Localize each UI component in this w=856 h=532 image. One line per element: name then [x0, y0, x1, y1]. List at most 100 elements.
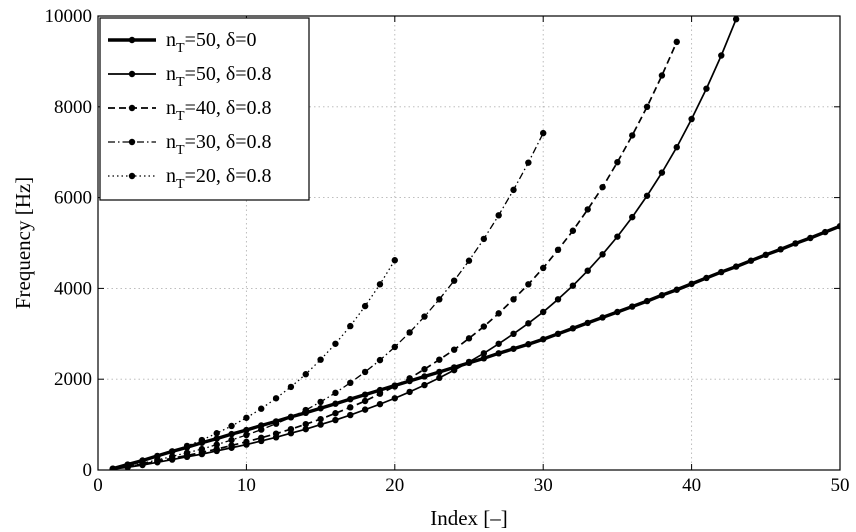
- data-point: [302, 406, 309, 414]
- axis-ticks: 0 10 20 30 40 50 0 2000 4000 6000 8000 10000: [45, 6, 850, 496]
- data-point: [510, 330, 517, 337]
- legend-label: nT=20, δ=0.8: [166, 165, 272, 192]
- data-point: [465, 358, 473, 366]
- data-point: [213, 435, 220, 442]
- data-point: [243, 431, 250, 439]
- series-1: [109, 16, 740, 470]
- data-point: [287, 383, 295, 391]
- data-point: [258, 405, 265, 412]
- data-point: [510, 296, 517, 303]
- data-point: [287, 425, 295, 433]
- x-tick-label: 10: [237, 475, 256, 496]
- data-point: [510, 186, 517, 194]
- data-point: [584, 319, 591, 327]
- data-point: [421, 373, 428, 380]
- data-point: [302, 425, 309, 433]
- y-tick-label: 10000: [45, 6, 93, 27]
- legend-item: nT=40, δ=0.8: [108, 97, 272, 124]
- data-point: [718, 268, 725, 276]
- data-point: [109, 465, 117, 470]
- data-point: [228, 430, 235, 438]
- data-point: [391, 257, 398, 264]
- data-point: [243, 414, 250, 421]
- data-point: [421, 313, 428, 320]
- data-point: [688, 115, 695, 123]
- data-point: [198, 436, 206, 444]
- data-point: [436, 356, 443, 363]
- data-point: [495, 310, 502, 317]
- data-point: [406, 388, 413, 396]
- data-point: [584, 267, 591, 274]
- y-tick-label: 0: [83, 460, 93, 481]
- data-point: [243, 438, 250, 446]
- data-point: [317, 421, 324, 428]
- data-point: [495, 340, 502, 347]
- data-point: [762, 251, 769, 258]
- data-point: [258, 426, 265, 433]
- data-point: [243, 426, 250, 434]
- data-point: [599, 183, 606, 191]
- data-point: [629, 213, 636, 221]
- data-point: [421, 366, 428, 373]
- x-tick-label: 20: [385, 475, 404, 496]
- data-point: [450, 277, 458, 284]
- data-point: [302, 420, 309, 428]
- data-point: [688, 280, 695, 288]
- data-point: [540, 336, 547, 343]
- data-point: [540, 264, 547, 272]
- data-point: [421, 381, 428, 389]
- data-point: [154, 453, 161, 460]
- data-point: [480, 355, 488, 362]
- data-point: [732, 16, 740, 23]
- data-point: [347, 411, 354, 419]
- data-point: [554, 246, 562, 254]
- y-tick-label: 4000: [54, 278, 92, 299]
- data-point: [213, 441, 220, 448]
- data-point: [584, 206, 591, 213]
- data-point: [347, 404, 354, 411]
- y-tick-label: 8000: [54, 97, 92, 118]
- legend-swatch-marker: [128, 36, 136, 44]
- data-point: [480, 323, 488, 330]
- data-point: [480, 235, 488, 243]
- data-point: [465, 257, 473, 264]
- data-point: [139, 457, 146, 465]
- data-point: [406, 375, 413, 382]
- legend-label: nT=50, δ=0: [166, 29, 257, 56]
- data-point: [525, 159, 532, 166]
- data-point: [658, 72, 666, 79]
- data-point: [272, 430, 280, 437]
- data-point: [183, 442, 191, 450]
- y-tick-label: 2000: [54, 369, 92, 390]
- data-point: [450, 346, 458, 353]
- data-point: [436, 374, 443, 382]
- data-point: [332, 400, 339, 407]
- data-point: [614, 158, 621, 166]
- data-point: [391, 395, 398, 402]
- series-3: [109, 129, 547, 470]
- legend-label: nT=40, δ=0.8: [166, 97, 272, 124]
- data-point: [376, 400, 384, 408]
- legend-swatch-marker: [128, 70, 136, 78]
- data-point: [614, 233, 621, 240]
- data-point: [317, 398, 324, 406]
- legend-item: nT=50, δ=0.8: [108, 63, 272, 90]
- data-point: [599, 251, 606, 258]
- data-point: [658, 292, 666, 299]
- x-axis-label: Index [–]: [430, 506, 508, 530]
- data-point: [183, 449, 191, 456]
- data-point: [554, 330, 562, 337]
- x-tick-label: 30: [534, 475, 553, 496]
- data-point: [317, 356, 324, 363]
- data-point: [821, 228, 829, 236]
- data-point: [361, 391, 369, 398]
- data-point: [376, 390, 384, 397]
- data-point: [777, 246, 784, 253]
- x-tick-label: 0: [93, 475, 103, 496]
- data-point: [376, 281, 384, 288]
- series-4: [109, 257, 398, 470]
- legend-item: nT=30, δ=0.8: [108, 131, 272, 158]
- data-point: [673, 38, 680, 46]
- legend-swatch-marker: [128, 138, 136, 146]
- data-point: [554, 296, 562, 303]
